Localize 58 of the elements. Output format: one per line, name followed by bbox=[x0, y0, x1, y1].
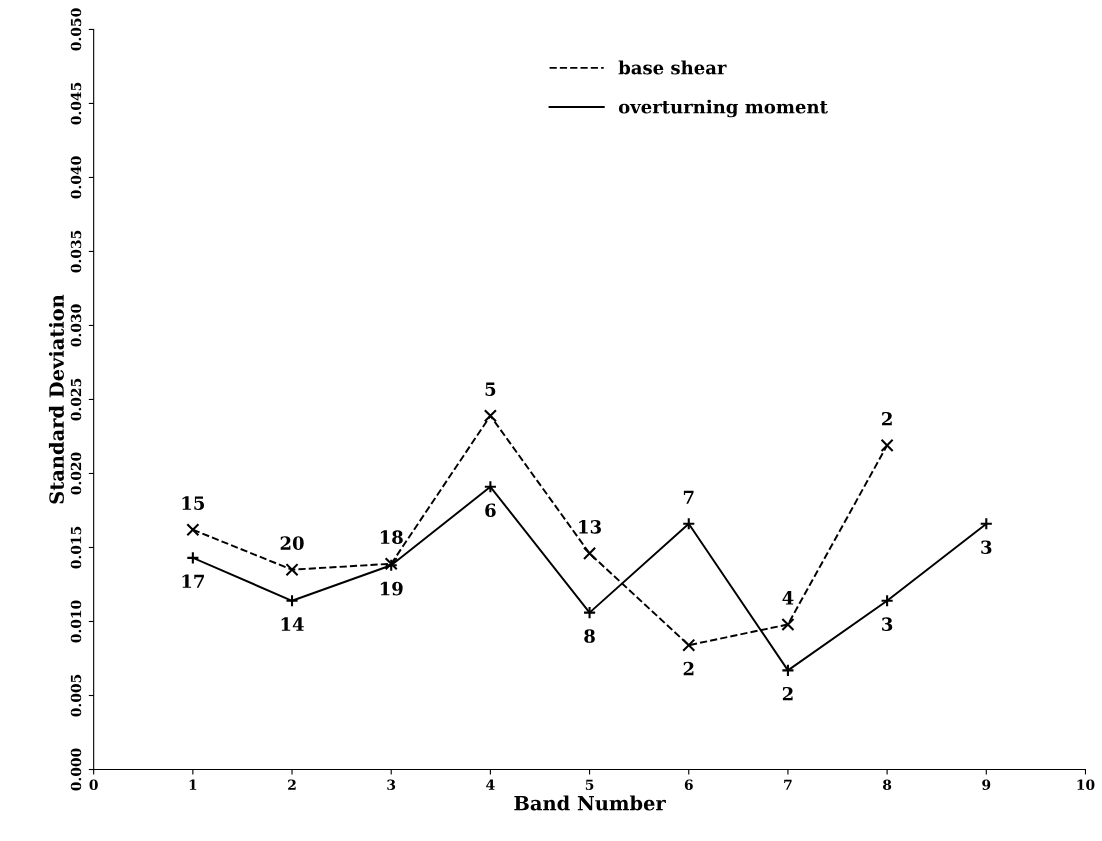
x-tick-label: 9 bbox=[982, 779, 991, 790]
y-tick-label: 0.045 bbox=[70, 82, 82, 125]
annotation: 3 bbox=[882, 617, 893, 632]
point bbox=[186, 551, 200, 565]
x-tick-label: 1 bbox=[189, 779, 197, 790]
y-tick-label: 0.030 bbox=[70, 304, 82, 347]
y-tick-label: 0.020 bbox=[70, 452, 82, 495]
point bbox=[285, 594, 299, 608]
annotation: 2 bbox=[882, 411, 892, 426]
x-tick-label: 10 bbox=[1077, 779, 1095, 790]
annotation: 14 bbox=[281, 617, 304, 631]
point bbox=[880, 594, 894, 608]
annotation: 13 bbox=[579, 519, 601, 534]
annotation: 3 bbox=[981, 540, 992, 555]
point bbox=[285, 563, 299, 577]
y-tick-label: 0.005 bbox=[70, 674, 82, 717]
legend-label: overturning moment bbox=[618, 99, 828, 118]
point bbox=[781, 617, 795, 632]
annotation: 7 bbox=[683, 490, 694, 504]
annotation: 17 bbox=[182, 574, 204, 588]
annotation: 5 bbox=[485, 382, 496, 396]
legend-label: base shear bbox=[618, 60, 727, 75]
annotation: 18 bbox=[380, 530, 403, 545]
y-tick-label: 0.035 bbox=[70, 230, 82, 273]
x-axis-title: Band Number bbox=[514, 795, 666, 811]
y-axis-title: Standard Deviation bbox=[48, 294, 64, 504]
x-tick-label: 0 bbox=[89, 779, 98, 790]
annotation: 6 bbox=[485, 503, 496, 518]
point bbox=[483, 409, 497, 423]
x-tick-label: 7 bbox=[784, 779, 792, 790]
y-tick-label: 0.025 bbox=[70, 378, 82, 421]
point bbox=[682, 517, 696, 531]
annotation: 2 bbox=[782, 686, 793, 701]
y-tick-label: 0.050 bbox=[70, 8, 82, 51]
y-tick-label: 0.015 bbox=[70, 526, 82, 569]
point bbox=[979, 517, 993, 531]
x-tick-label: 8 bbox=[883, 779, 892, 790]
y-tick-label: 0.000 bbox=[70, 748, 82, 791]
point bbox=[880, 438, 894, 452]
y-tick-label: 0.010 bbox=[70, 600, 82, 643]
annotation: 19 bbox=[380, 581, 403, 596]
x-tick-label: 4 bbox=[486, 779, 495, 790]
annotation: 4 bbox=[782, 591, 794, 605]
annotation: 8 bbox=[584, 629, 595, 643]
x-tick-label: 3 bbox=[387, 779, 396, 790]
point bbox=[582, 606, 597, 620]
annotation: 15 bbox=[182, 496, 205, 510]
point bbox=[582, 546, 597, 561]
point bbox=[483, 480, 497, 494]
x-tick-label: 2 bbox=[288, 779, 296, 790]
annotation: 20 bbox=[280, 536, 304, 550]
x-tick-label: 6 bbox=[684, 779, 693, 790]
y-tick-label: 0.040 bbox=[70, 156, 82, 199]
point bbox=[682, 638, 696, 652]
point bbox=[186, 523, 200, 537]
x-tick-label: 5 bbox=[585, 779, 594, 790]
point bbox=[781, 663, 795, 677]
annotation: 2 bbox=[683, 661, 694, 676]
